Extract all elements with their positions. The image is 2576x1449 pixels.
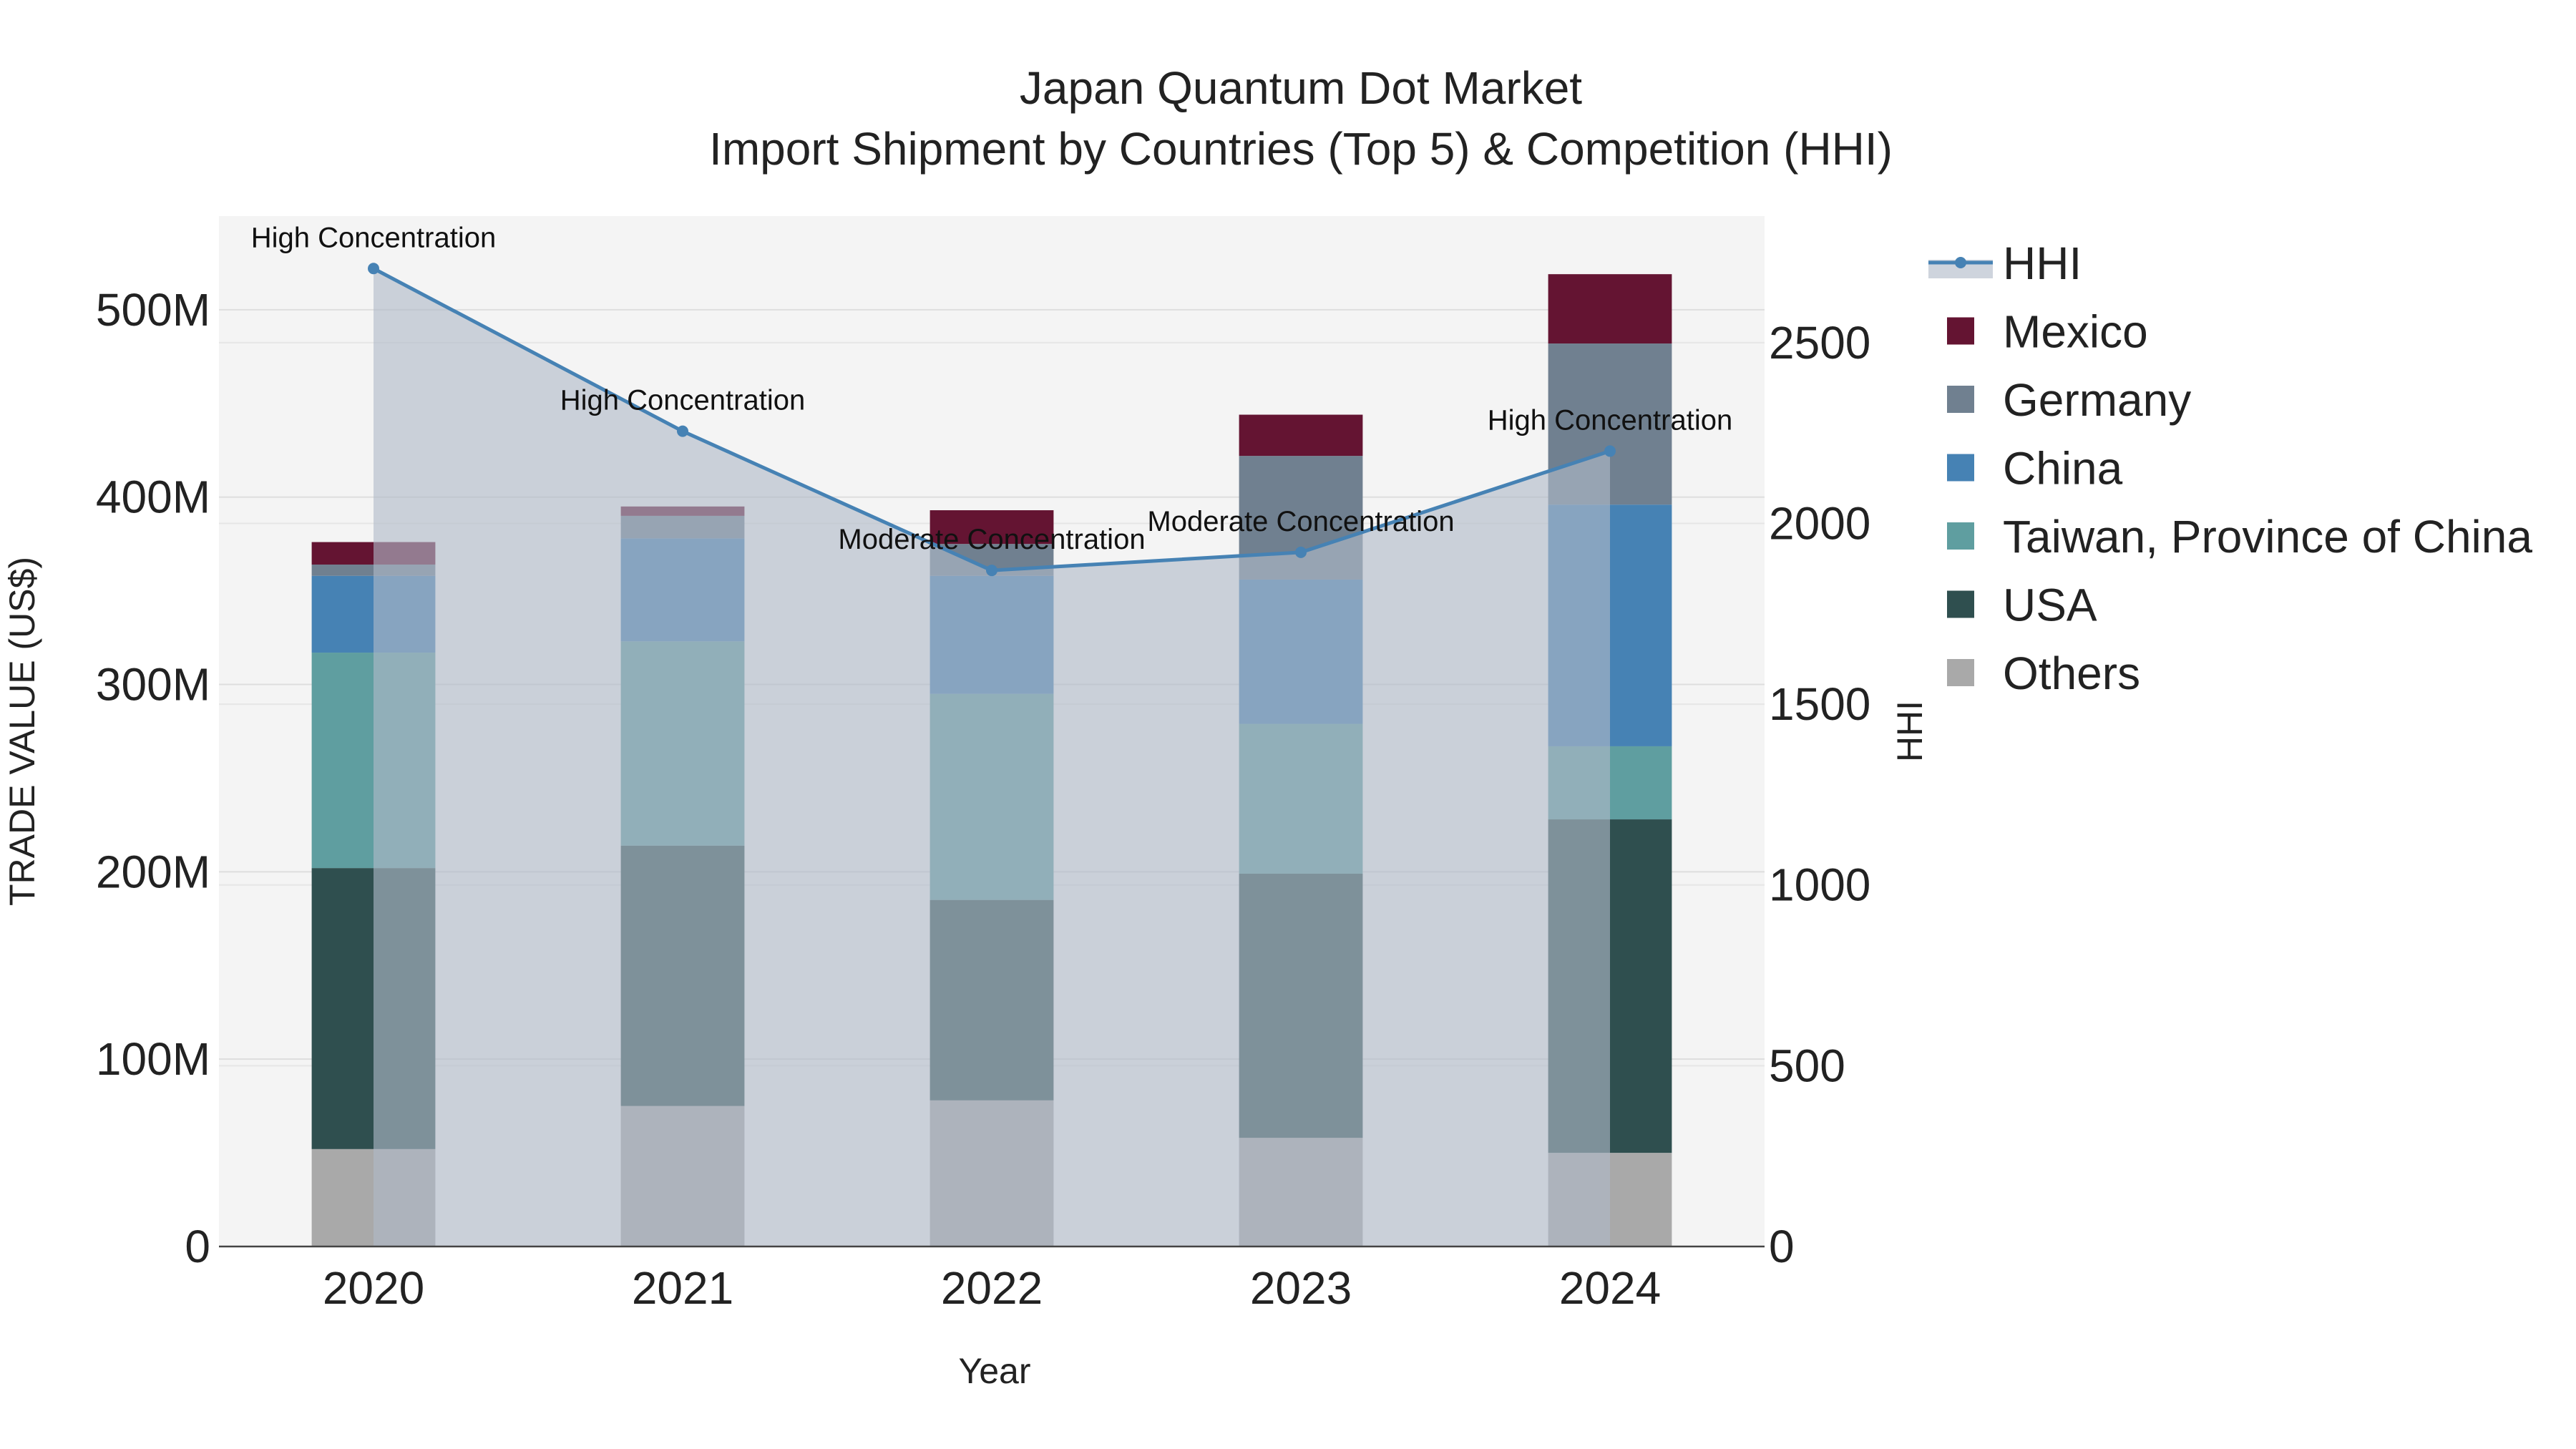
legend-swatch-usa — [1947, 590, 1974, 618]
hhi-annotation: High Concentration — [1488, 404, 1732, 436]
annotations: High Concentration High Concentration Mode… — [251, 222, 1732, 555]
hhi-marker — [368, 263, 379, 275]
hhi-annotation: Moderate Concentration — [1147, 506, 1454, 537]
x-axis-label: Year — [958, 1351, 1030, 1391]
legend-label: Taiwan, Province of China — [2003, 511, 2532, 562]
hhi-area — [374, 268, 1610, 1246]
legend-label: China — [2003, 443, 2123, 494]
bar-mexico-2023 — [1239, 414, 1363, 457]
legend-swatch-mexico — [1947, 317, 1974, 345]
y2-axis-ticks: 0 500 1000 1500 2000 2500 — [1769, 317, 1870, 1272]
bar-mexico-2024 — [1548, 274, 1672, 344]
hhi-line — [368, 263, 1616, 577]
y-tick-label: 200M — [96, 846, 210, 897]
legend-swatch-others — [1947, 659, 1974, 686]
legend-swatch-china — [1947, 454, 1974, 482]
y-axis-ticks: 0 100M 200M 300M 400M 500M — [96, 284, 210, 1272]
legend-swatch-taiwan-province-of-china — [1947, 522, 1974, 550]
bar-mexico-2022 — [930, 510, 1054, 545]
y-tick-label: 0 — [185, 1221, 210, 1272]
y2-tick-label: 1500 — [1769, 678, 1870, 730]
x-tick-label: 2020 — [323, 1262, 424, 1314]
y-tick-label: 400M — [96, 472, 210, 523]
legend-label: Mexico — [2003, 306, 2148, 358]
hhi-marker — [1604, 445, 1616, 457]
hhi-marker — [1295, 546, 1307, 558]
y2-axis-label: HHI — [1890, 701, 1930, 762]
legend-swatch-hhi-marker — [1955, 257, 1966, 268]
chart-subtitle: Import Shipment by Countries (Top 5) & C… — [709, 123, 1893, 175]
y-axis-label: TRADE VALUE (US$) — [2, 557, 42, 906]
y2-tick-label: 2500 — [1769, 317, 1870, 369]
legend-label: Others — [2003, 648, 2140, 699]
legend-label: USA — [2003, 580, 2097, 631]
hhi-marker — [677, 425, 688, 437]
chart-title: Japan Quantum Dot Market — [1020, 62, 1582, 114]
y2-tick-label: 0 — [1769, 1221, 1795, 1272]
legend-label: Germany — [2003, 374, 2191, 426]
x-tick-label: 2021 — [632, 1262, 733, 1314]
y2-tick-label: 2000 — [1769, 497, 1870, 549]
y-tick-label: 100M — [96, 1033, 210, 1085]
x-tick-label: 2023 — [1250, 1262, 1352, 1314]
hhi-area-fill — [374, 268, 1610, 1246]
legend: HHI Mexico Germany China Taiwan, Province of… — [1928, 238, 2532, 699]
hhi-annotation: High Concentration — [251, 222, 496, 253]
y2-tick-label: 500 — [1769, 1040, 1845, 1091]
x-tick-label: 2024 — [1559, 1262, 1661, 1314]
hhi-annotation: Moderate Concentration — [838, 524, 1145, 555]
x-tick-label: 2022 — [941, 1262, 1043, 1314]
hhi-marker — [986, 565, 997, 577]
hhi-annotation: High Concentration — [560, 385, 805, 416]
x-axis-ticks: 2020 2021 2022 2023 2024 — [323, 1262, 1661, 1314]
legend-swatch-germany — [1947, 386, 1974, 413]
legend-label: HHI — [2003, 238, 2082, 289]
y2-tick-label: 1000 — [1769, 859, 1870, 911]
y-tick-label: 300M — [96, 659, 210, 711]
y-tick-label: 500M — [96, 284, 210, 336]
